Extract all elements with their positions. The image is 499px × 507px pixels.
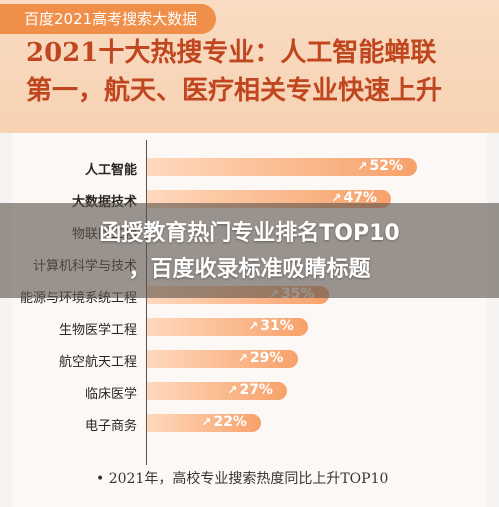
category-label: 电子商务 (84, 419, 137, 434)
value-text: 29% (249, 350, 284, 366)
bar (147, 318, 309, 336)
bar (147, 382, 288, 400)
bar (147, 350, 298, 368)
value-label: ↗ 52% (357, 158, 403, 174)
value-text: 27% (239, 382, 273, 398)
value-label: ↗ 29% (238, 350, 284, 366)
overlay-title-line-2: ，百度收录标准吸睛标题 (128, 257, 371, 282)
value-label: ↗ 27% (227, 382, 273, 398)
overlay-band (0, 203, 499, 298)
trend-up-icon: ↗ (201, 415, 212, 429)
value-label: ↗ 47% (331, 190, 377, 206)
category-label: 人工智能 (84, 163, 137, 178)
chart-footnote: • 2021年，高校专业搜索热度同比上升TOP10 (96, 471, 389, 487)
trend-up-icon: ↗ (227, 383, 238, 397)
trend-up-icon: ↗ (237, 351, 248, 365)
value-label: ↗ 31% (248, 318, 294, 334)
bar (147, 158, 418, 176)
trend-up-icon: ↗ (357, 159, 368, 173)
value-text: 22% (213, 414, 247, 430)
title-line-1: 2021十大热搜专业：人工智能蝉联 (26, 38, 437, 68)
trend-up-icon: ↗ (248, 319, 259, 333)
value-text: 31% (260, 318, 294, 334)
category-label: 生物医学工程 (58, 323, 137, 338)
category-label: 航空航天工程 (58, 355, 137, 370)
value-text: 47% (343, 190, 377, 206)
overlay-title-line-1: 函授教育热门专业排名TOP10 (99, 221, 400, 246)
bar (147, 414, 262, 432)
value-text: 52% (369, 158, 403, 174)
source-tag: 百度2021高考搜索大数据 (0, 4, 216, 34)
chart-axis-line (146, 140, 147, 465)
header-banner: 百度2021高考搜索大数据 2021十大热搜专业：人工智能蝉联 第一，航天、医疗… (0, 0, 499, 133)
trend-up-icon: ↗ (331, 191, 342, 205)
category-label: 临床医学 (84, 387, 137, 402)
title-line-2: 第一，航天、医疗相关专业快速上升 (26, 76, 443, 106)
value-label: ↗ 22% (201, 414, 247, 430)
